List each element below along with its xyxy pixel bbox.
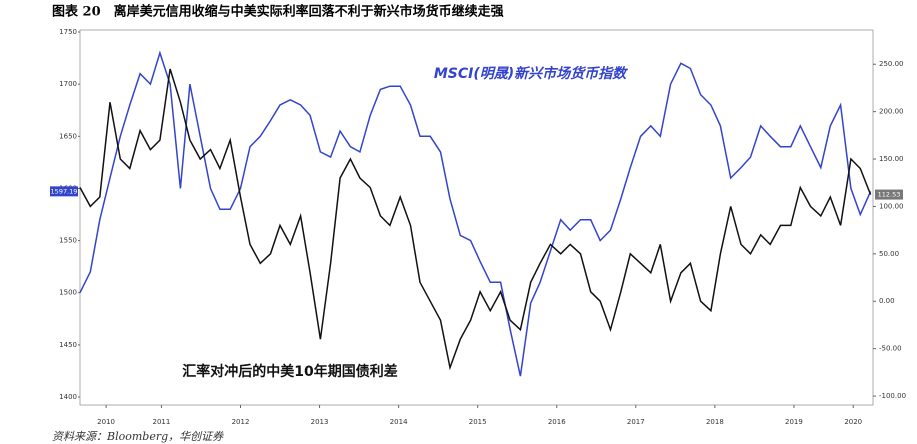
chart-title: 图表 20 离岸美元信用收缩与中美实际利率回落不利于新兴市场货币继续走强 <box>52 4 504 20</box>
y-tick-label: 1550 <box>59 237 77 245</box>
series-annotation: MSCI(明晟)新兴市场货币指数 <box>434 65 628 82</box>
x-tick-label: 2020 <box>844 418 862 426</box>
end-label-box <box>875 189 903 200</box>
y-tick-label: 1450 <box>59 341 77 349</box>
end-label: 1597.19 <box>51 187 78 195</box>
plot-frame <box>79 29 874 406</box>
y2-tick-label: 50.00 <box>879 250 899 258</box>
x-tick-label: 2017 <box>627 418 645 426</box>
x-tick-label: 2019 <box>785 418 803 426</box>
x-tick-label: 2014 <box>390 418 408 426</box>
y-tick-label: 1700 <box>59 80 77 88</box>
x-tick-label: 2010 <box>97 418 115 426</box>
x-tick-label: 2015 <box>469 418 487 426</box>
y2-tick-label: 100.00 <box>879 202 904 210</box>
y2-tick-label: 150.00 <box>879 155 904 163</box>
end-label-box <box>50 186 78 197</box>
y2-tick-label: 200.00 <box>879 108 904 116</box>
x-tick-label: 2018 <box>706 418 724 426</box>
y-tick-label: 1750 <box>59 28 77 36</box>
y2-tick-label: 250.00 <box>879 60 904 68</box>
y2-tick-label: -100.00 <box>879 392 906 400</box>
series-annotation: 汇率对冲后的中美10年期国债利差 <box>182 363 397 380</box>
series-line <box>79 50 872 377</box>
y-tick-label: 1650 <box>59 132 77 140</box>
x-tick-label: 2013 <box>311 418 329 426</box>
y2-tick-label: 0.00 <box>879 297 895 305</box>
x-tick-label: 2011 <box>153 418 171 426</box>
end-label: 112.53 <box>878 191 901 199</box>
source-note: 资料来源：Bloomberg，华创证券 <box>52 430 224 443</box>
x-tick-label: 2012 <box>232 418 250 426</box>
series-line <box>79 68 872 371</box>
y-tick-label: 1400 <box>59 393 77 401</box>
y-tick-label: 1500 <box>59 289 77 297</box>
y2-tick-label: -50.00 <box>879 345 902 353</box>
x-tick-label: 2016 <box>548 418 566 426</box>
